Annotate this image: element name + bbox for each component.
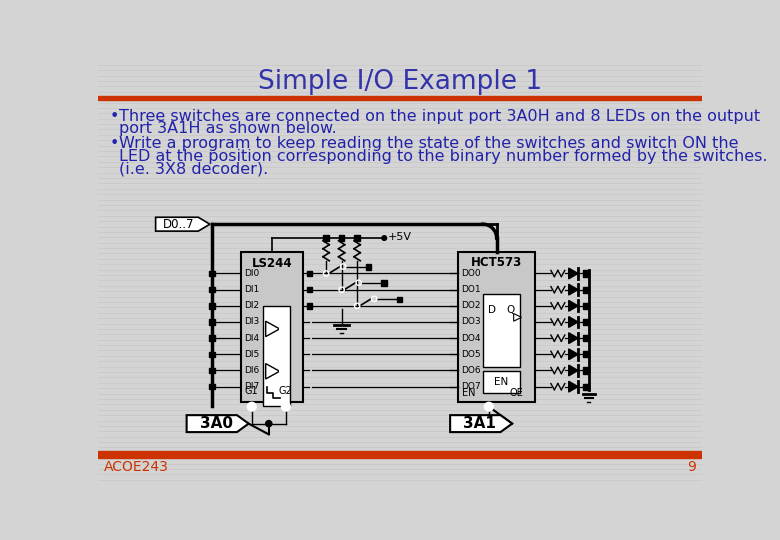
Polygon shape (569, 381, 578, 392)
Text: DO5: DO5 (461, 350, 480, 359)
Bar (210, 319, 215, 325)
Bar (210, 287, 215, 292)
Text: DO0: DO0 (461, 269, 480, 278)
Bar (397, 296, 402, 302)
Bar (210, 384, 215, 389)
Bar (458, 252, 535, 402)
Circle shape (247, 402, 256, 411)
Bar (583, 351, 589, 357)
Bar (324, 235, 329, 241)
Text: DO1: DO1 (461, 285, 480, 294)
Bar (583, 383, 589, 390)
Text: DO6: DO6 (461, 366, 480, 375)
Text: DO3: DO3 (461, 318, 480, 327)
Bar (98, 96, 702, 100)
Text: LED at the position corresponding to the binary number formed by the switches.: LED at the position corresponding to the… (119, 148, 768, 164)
Text: Simple I/O Example 1: Simple I/O Example 1 (257, 69, 542, 94)
Bar (307, 303, 312, 308)
Polygon shape (266, 321, 279, 336)
Bar (583, 287, 589, 293)
Polygon shape (569, 365, 578, 376)
Bar (210, 352, 215, 357)
Polygon shape (514, 314, 521, 321)
Text: OE: OE (510, 388, 523, 398)
Text: EN: EN (462, 388, 476, 398)
Bar (339, 235, 344, 241)
Text: DO7: DO7 (461, 382, 480, 391)
Bar (483, 372, 520, 393)
Text: +5V: +5V (388, 232, 412, 242)
Bar (366, 264, 371, 269)
Text: ACOE243: ACOE243 (104, 460, 168, 474)
Text: D: D (488, 305, 496, 315)
Bar (210, 368, 215, 373)
Circle shape (484, 402, 493, 411)
Bar (210, 335, 215, 341)
Circle shape (282, 402, 290, 411)
Polygon shape (569, 316, 578, 327)
Text: •: • (109, 109, 119, 124)
Text: EN: EN (495, 377, 509, 387)
Bar (583, 271, 589, 276)
Text: DI5: DI5 (244, 350, 259, 359)
Bar (210, 271, 215, 276)
Text: G1: G1 (245, 386, 258, 396)
Text: DI7: DI7 (244, 382, 259, 391)
Text: DI3: DI3 (244, 318, 259, 327)
Text: DI4: DI4 (244, 334, 259, 343)
Polygon shape (186, 415, 249, 432)
Polygon shape (569, 349, 578, 360)
Bar (381, 280, 387, 286)
Text: 3A1: 3A1 (463, 416, 496, 431)
Text: 9: 9 (687, 460, 696, 474)
Text: Write a program to keep reading the state of the switches and switch ON the: Write a program to keep reading the stat… (119, 137, 739, 151)
Circle shape (279, 369, 284, 374)
Text: DO4: DO4 (461, 334, 480, 343)
Bar (354, 235, 360, 241)
Polygon shape (266, 363, 279, 379)
Text: DI6: DI6 (244, 366, 259, 375)
Polygon shape (156, 217, 210, 231)
Bar (583, 367, 589, 374)
Text: Three switches are connected on the input port 3A0H and 8 LEDs on the output: Three switches are connected on the inpu… (119, 109, 760, 124)
Bar (583, 303, 589, 309)
Circle shape (382, 236, 387, 240)
Bar (210, 303, 215, 308)
Polygon shape (569, 284, 578, 295)
Text: Q: Q (506, 305, 515, 315)
Polygon shape (569, 300, 578, 311)
Polygon shape (569, 333, 578, 343)
Polygon shape (569, 268, 578, 279)
Text: DI0: DI0 (244, 269, 259, 278)
Circle shape (266, 421, 272, 427)
Bar (583, 335, 589, 341)
Text: (i.e. 3X8 decoder).: (i.e. 3X8 decoder). (119, 161, 268, 176)
Text: G2: G2 (279, 386, 292, 396)
Text: DI1: DI1 (244, 285, 259, 294)
Text: D0..7: D0..7 (163, 218, 195, 231)
Text: port 3A1H as shown below.: port 3A1H as shown below. (119, 121, 337, 136)
Text: 3A0: 3A0 (200, 416, 232, 431)
Bar (307, 271, 312, 276)
Text: HCT573: HCT573 (471, 256, 523, 269)
Text: DI2: DI2 (244, 301, 259, 310)
Bar (307, 287, 312, 292)
Text: DO2: DO2 (461, 301, 480, 310)
Text: LS244: LS244 (252, 257, 292, 270)
Polygon shape (450, 415, 512, 432)
Circle shape (279, 327, 284, 331)
Text: •: • (109, 137, 119, 151)
Bar (583, 319, 589, 325)
Bar (241, 252, 303, 402)
Bar (483, 294, 520, 367)
Bar (263, 306, 289, 406)
Bar (98, 451, 702, 458)
